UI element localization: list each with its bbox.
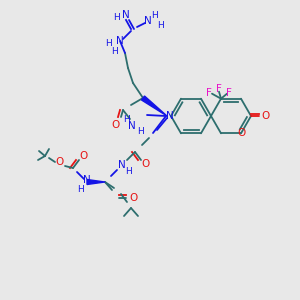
Text: O: O <box>141 159 149 169</box>
Text: N: N <box>118 160 126 170</box>
Text: H: H <box>151 11 158 20</box>
Text: N: N <box>83 175 91 185</box>
Text: H: H <box>112 13 119 22</box>
Text: N: N <box>144 16 152 26</box>
Text: H: H <box>124 116 130 124</box>
Text: N: N <box>116 36 124 46</box>
Text: O: O <box>237 128 245 138</box>
Polygon shape <box>87 179 105 184</box>
Text: H: H <box>105 38 111 47</box>
Text: H: H <box>157 20 164 29</box>
Text: O: O <box>112 120 120 130</box>
Text: O: O <box>261 111 269 121</box>
Polygon shape <box>142 96 167 116</box>
Text: O: O <box>79 151 87 161</box>
Text: O: O <box>55 157 63 167</box>
Text: N: N <box>128 121 136 131</box>
Text: F: F <box>216 84 222 94</box>
Text: F: F <box>226 88 232 98</box>
Text: H: H <box>138 128 144 136</box>
Text: N: N <box>122 10 130 20</box>
Text: N: N <box>166 111 174 121</box>
Text: H: H <box>111 46 117 56</box>
Text: H: H <box>78 185 84 194</box>
Text: F: F <box>206 88 212 98</box>
Text: O: O <box>129 193 137 203</box>
Text: H: H <box>126 167 132 176</box>
